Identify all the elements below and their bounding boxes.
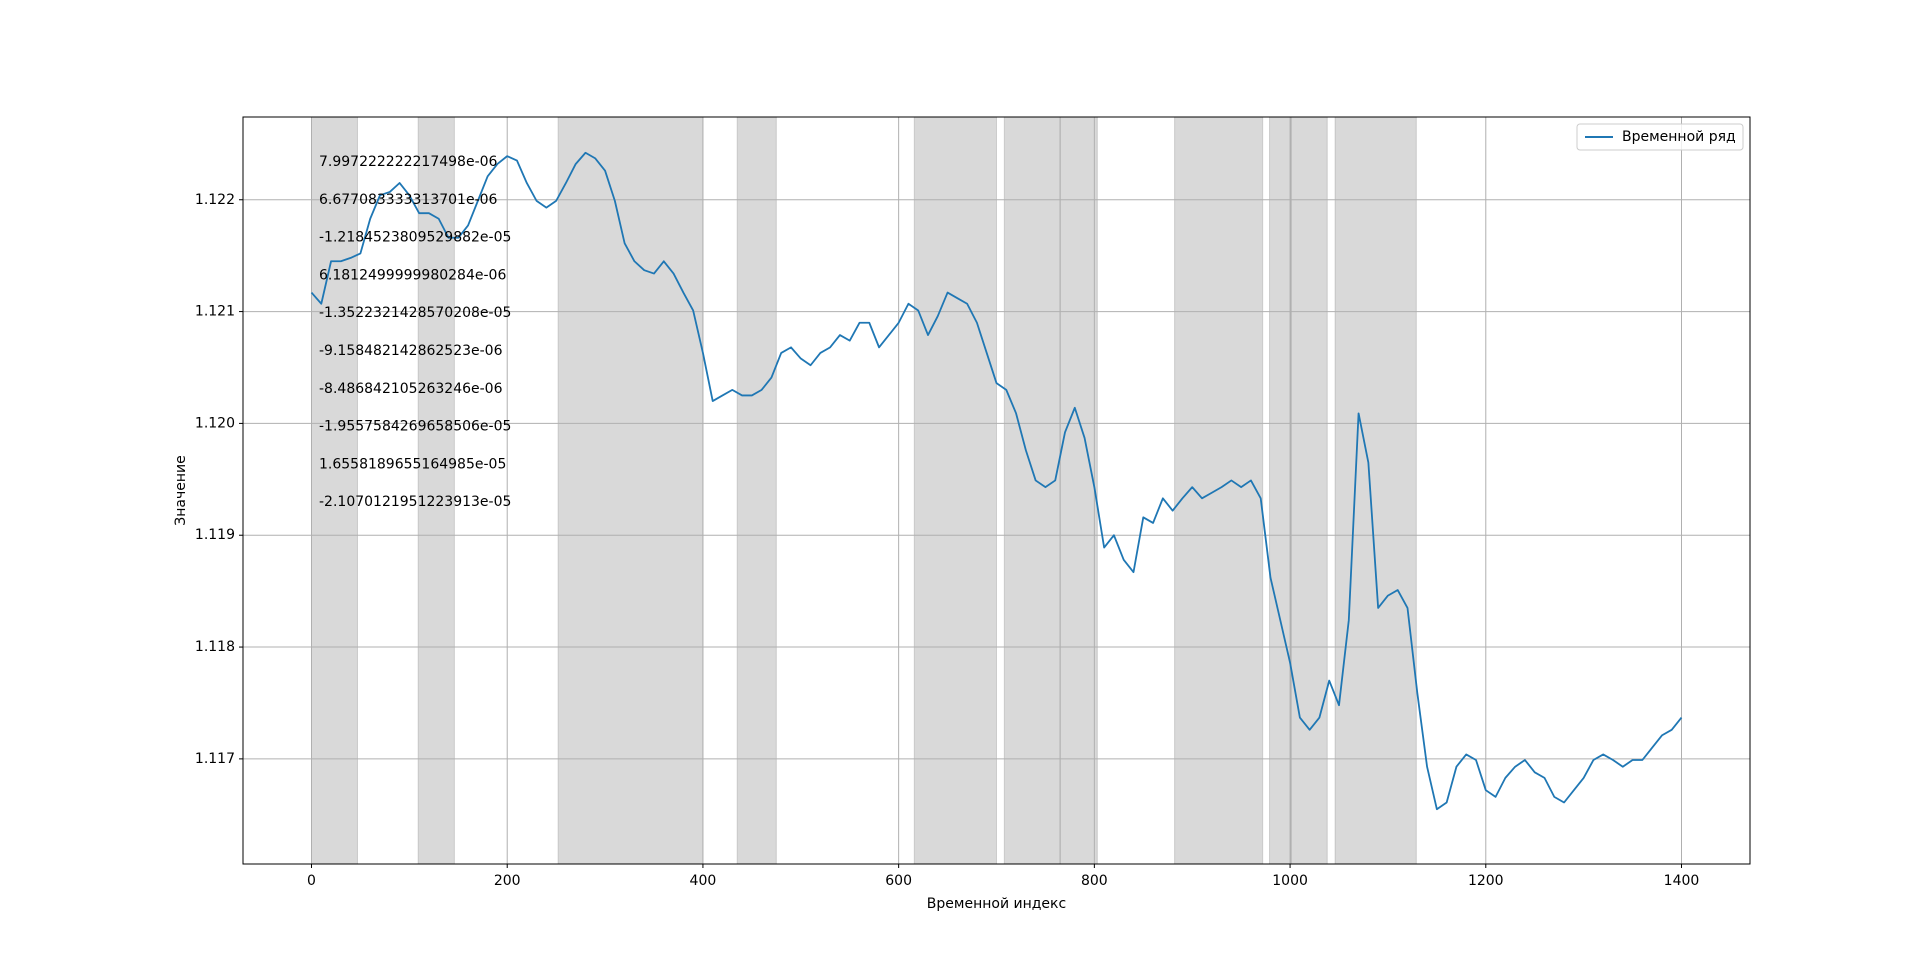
annotation: -2.1070121951223913e-05 — [319, 494, 511, 510]
shaded-span — [1003, 116, 1061, 865]
x-tick-label: 400 — [690, 873, 717, 889]
shaded-span — [913, 116, 997, 865]
plot-frame — [242, 116, 1751, 865]
y-tick-label: 1.119 — [195, 527, 235, 543]
y-tick-label: 1.121 — [195, 304, 235, 320]
x-tick-label: 600 — [885, 873, 912, 889]
y-tick-label: 1.117 — [195, 751, 235, 767]
x-axis-label: Временной индекс — [927, 896, 1066, 912]
legend-label: Временной ряд — [1622, 129, 1736, 145]
x-tick-label: 1000 — [1272, 873, 1308, 889]
shaded-span — [1290, 116, 1328, 865]
shaded-span — [1059, 116, 1098, 865]
x-tick-label: 800 — [1081, 873, 1108, 889]
shaded-span — [1174, 116, 1264, 865]
annotation: 1.6558189655164985e-05 — [319, 456, 506, 472]
x-tick-label: 1200 — [1468, 873, 1504, 889]
shaded-span — [417, 116, 455, 865]
shaded-span — [736, 116, 777, 865]
annotation: 7.997222222217498e-06 — [319, 154, 498, 170]
legend: Временной ряд — [1576, 123, 1744, 151]
x-tick-label: 1400 — [1664, 873, 1700, 889]
annotation: -1.9557584269658506e-05 — [319, 419, 511, 435]
y-tick-label: 1.120 — [195, 415, 235, 431]
legend-box — [1576, 123, 1744, 151]
annotation: -1.3522321428570208e-05 — [319, 305, 511, 321]
shaded-span — [1269, 116, 1292, 865]
annotation: -8.486842105263246e-06 — [319, 381, 503, 397]
annotation: -1.2184523809529882e-05 — [319, 230, 511, 246]
x-tick-label: 200 — [494, 873, 521, 889]
shaded-span — [1334, 116, 1417, 865]
x-tick-label: 0 — [307, 873, 316, 889]
annotation: -9.158482142862523e-06 — [319, 343, 503, 359]
y-tick-label: 1.118 — [195, 639, 235, 655]
y-axis-label: Значение — [173, 455, 189, 525]
y-tick-label: 1.122 — [195, 192, 235, 208]
annotation: 6.1812499999980284e-06 — [319, 267, 506, 283]
shaded-span — [557, 116, 704, 865]
annotation: 6.677083333313701e-06 — [319, 192, 498, 208]
data-line — [310, 151, 1683, 811]
shaded-span — [311, 116, 358, 865]
